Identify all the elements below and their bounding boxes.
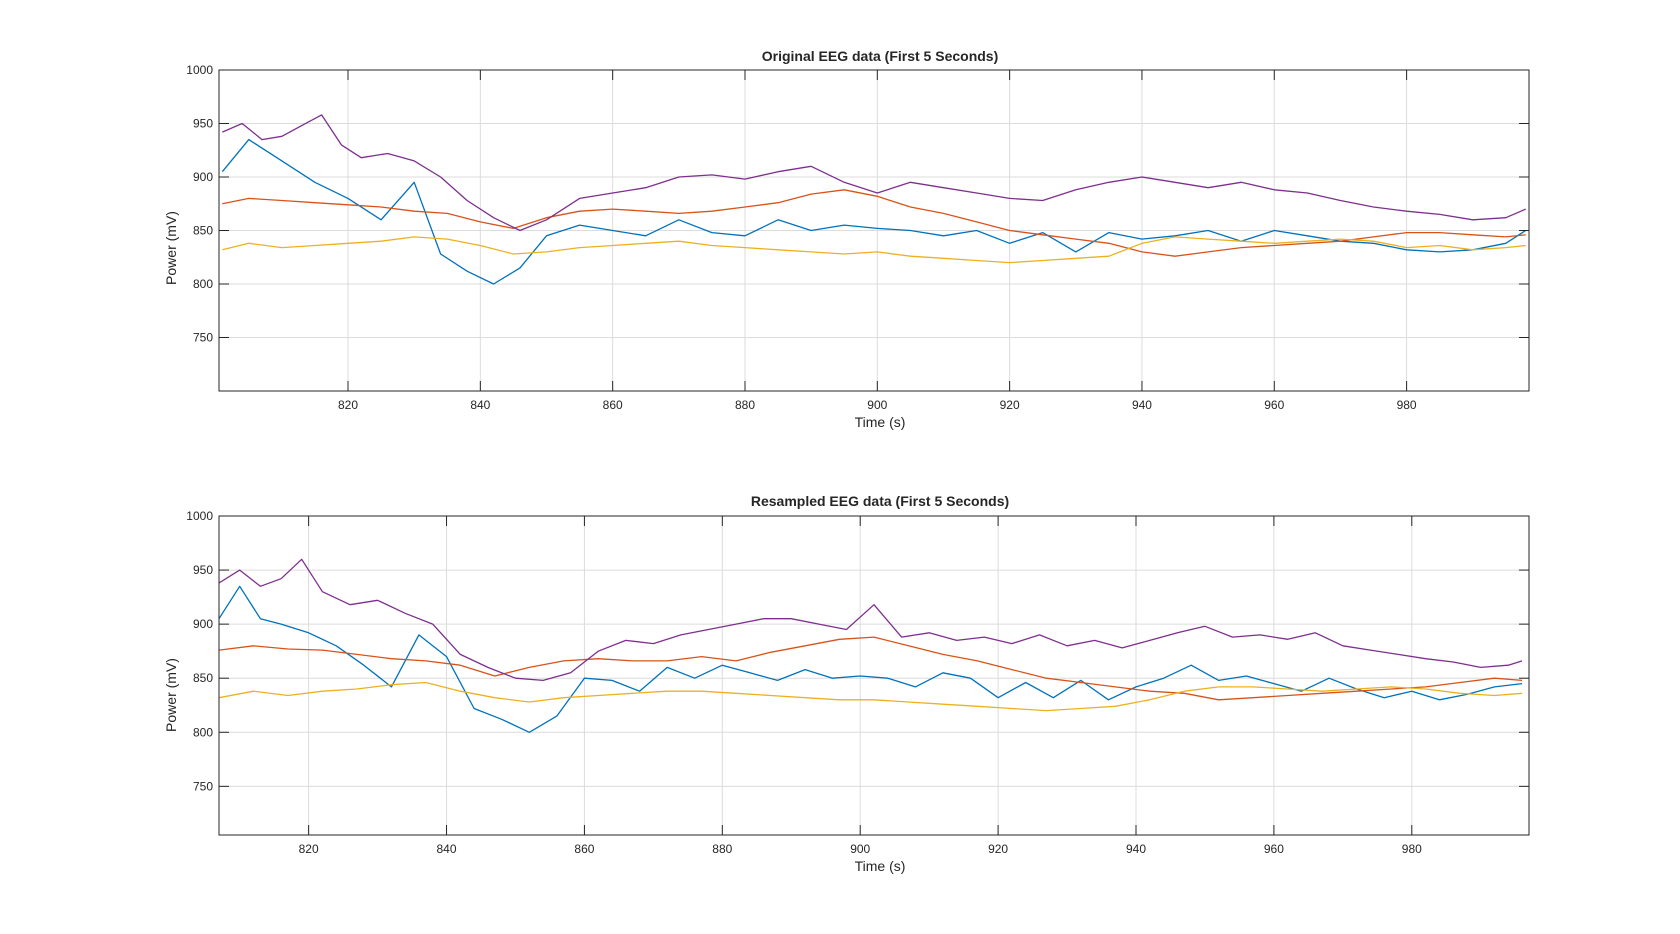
- x-tick-label: 940: [1126, 842, 1146, 856]
- y-tick-label: 750: [193, 779, 213, 793]
- y-tick-label: 900: [193, 617, 213, 631]
- series-group: [219, 558, 1523, 733]
- y-tick-label: 850: [193, 671, 213, 685]
- series-line-channel-4: [222, 114, 1526, 232]
- x-tick-label: 880: [712, 842, 732, 856]
- series-line-channel-2: [222, 189, 1526, 257]
- y-tick-label: 950: [193, 117, 213, 131]
- x-tick-label: 920: [988, 842, 1008, 856]
- chart-title: Resampled EEG data (First 5 Seconds): [751, 493, 1009, 509]
- x-tick-label: 980: [1402, 842, 1422, 856]
- y-tick-label: 800: [193, 725, 213, 739]
- x-axis-label: Time (s): [855, 858, 906, 874]
- series-line-channel-4: [219, 558, 1523, 682]
- y-tick-label: 850: [193, 224, 213, 238]
- plot-original-eeg: Original EEG data (First 5 Seconds) Time…: [163, 48, 1530, 430]
- x-tick-label: 900: [850, 842, 870, 856]
- x-tick-label: 920: [1000, 398, 1020, 412]
- y-tick-label: 950: [193, 563, 213, 577]
- series-line-channel-3: [222, 236, 1526, 264]
- x-tick-label: 980: [1397, 398, 1417, 412]
- y-axis-label: Power (mV): [163, 658, 179, 732]
- series-line-channel-2: [219, 636, 1523, 701]
- x-tick-label: 960: [1264, 842, 1284, 856]
- x-tick-label: 820: [299, 842, 319, 856]
- chart-title: Original EEG data (First 5 Seconds): [762, 48, 999, 64]
- series-line-channel-3: [219, 681, 1523, 712]
- x-tick-label: 860: [574, 842, 594, 856]
- y-tick-label: 750: [193, 331, 213, 345]
- series-line-channel-1: [219, 585, 1523, 733]
- y-tick-label: 1000: [186, 63, 213, 77]
- x-tick-label: 960: [1264, 398, 1284, 412]
- x-tick-label: 900: [867, 398, 887, 412]
- x-axis-label: Time (s): [855, 414, 906, 430]
- x-tick-label: 840: [470, 398, 490, 412]
- plot-resampled-eeg: Resampled EEG data (First 5 Seconds) Tim…: [163, 493, 1530, 874]
- series-line-channel-1: [221, 138, 1527, 285]
- y-tick-label: 1000: [186, 509, 213, 523]
- x-tick-label: 940: [1132, 398, 1152, 412]
- x-tick-label: 820: [338, 398, 358, 412]
- x-tick-label: 860: [603, 398, 623, 412]
- y-axis-label: Power (mV): [163, 211, 179, 285]
- y-tick-label: 900: [193, 170, 213, 184]
- x-tick-label: 880: [735, 398, 755, 412]
- series-group: [221, 114, 1527, 285]
- plot-frame: [218, 515, 1530, 836]
- x-tick-label: 840: [437, 842, 457, 856]
- y-tick-label: 800: [193, 277, 213, 291]
